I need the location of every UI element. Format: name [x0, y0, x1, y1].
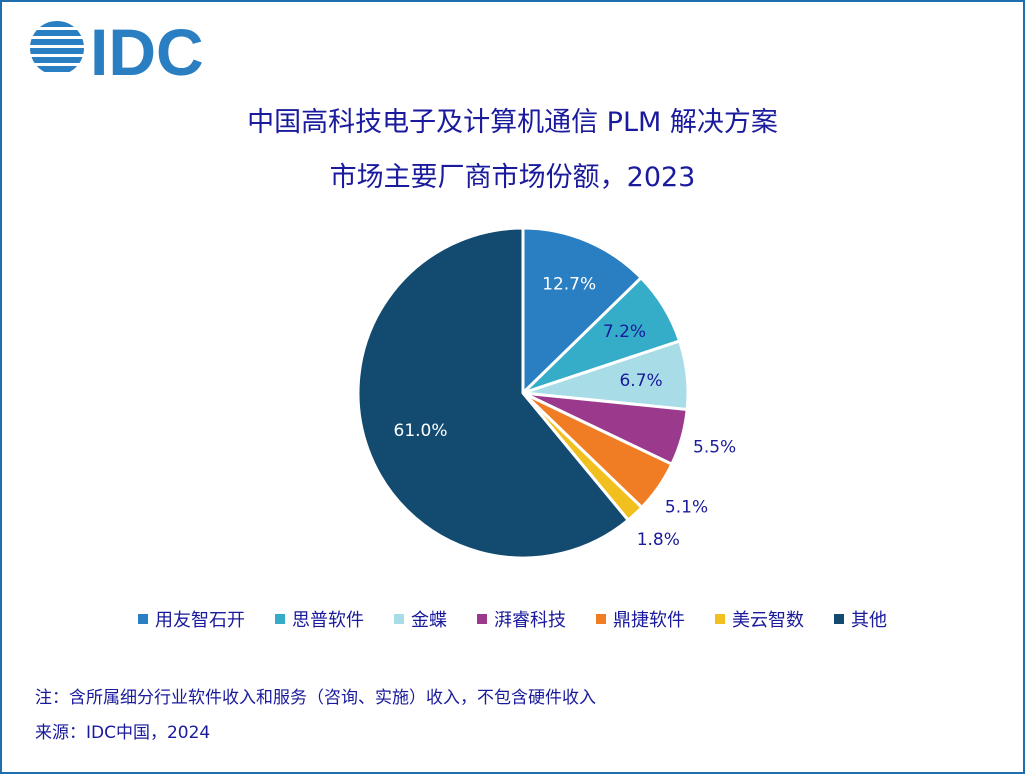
legend-swatch — [275, 614, 285, 624]
slice-label-6: 61.0% — [394, 421, 448, 441]
legend-swatch — [596, 614, 606, 624]
slice-label-5: 1.8% — [637, 530, 680, 550]
legend-label: 思普软件 — [292, 610, 364, 631]
pie-slice-6 — [356, 226, 630, 560]
footnote: 注：含所属细分行业软件收入和服务（咨询、实施）收入，不包含硬件收入 — [35, 688, 596, 708]
legend-item-1: 思普软件 — [275, 606, 364, 632]
legend-item-0: 用友智石开 — [138, 606, 245, 632]
slice-label-0: 12.7% — [542, 275, 596, 295]
source-note: 来源：IDC中国，2024 — [35, 723, 211, 743]
slice-label-2: 6.7% — [619, 371, 662, 391]
slice-label-1: 7.2% — [603, 322, 646, 342]
idc-logo: IDC — [30, 17, 205, 79]
globe-icon — [30, 21, 84, 72]
legend-swatch — [138, 614, 148, 624]
legend-item-3: 湃睿科技 — [477, 606, 566, 632]
legend-label: 金蝶 — [411, 610, 447, 631]
chart-legend: 用友智石开 思普软件 金蝶 湃睿科技 鼎捷软件 美云智数 其他 — [2, 606, 1023, 632]
legend-item-6: 其他 — [834, 606, 887, 632]
legend-item-2: 金蝶 — [394, 606, 447, 632]
legend-item-4: 鼎捷软件 — [596, 606, 685, 632]
slice-label-3: 5.5% — [693, 438, 736, 458]
legend-item-5: 美云智数 — [715, 606, 804, 632]
slice-label-4: 5.1% — [665, 497, 708, 517]
pie-chart: 12.7% 7.2% 6.7% 5.5% 5.1% 1.8% 61.0% — [356, 226, 736, 560]
legend-label: 用友智石开 — [155, 610, 245, 631]
legend-swatch — [477, 614, 487, 624]
legend-swatch — [394, 614, 404, 624]
chart-title-line2: 市场主要厂商市场份额，2023 — [329, 162, 696, 193]
legend-swatch — [834, 614, 844, 624]
legend-label: 其他 — [851, 610, 887, 631]
legend-label: 湃睿科技 — [494, 610, 566, 631]
chart-title-line1: 中国高科技电子及计算机通信 PLM 解决方案 — [247, 107, 778, 138]
legend-label: 美云智数 — [732, 610, 804, 631]
legend-swatch — [715, 614, 725, 624]
logo-text: IDC — [90, 17, 204, 79]
legend-label: 鼎捷软件 — [613, 610, 685, 631]
pie-slice-0 — [521, 226, 643, 395]
